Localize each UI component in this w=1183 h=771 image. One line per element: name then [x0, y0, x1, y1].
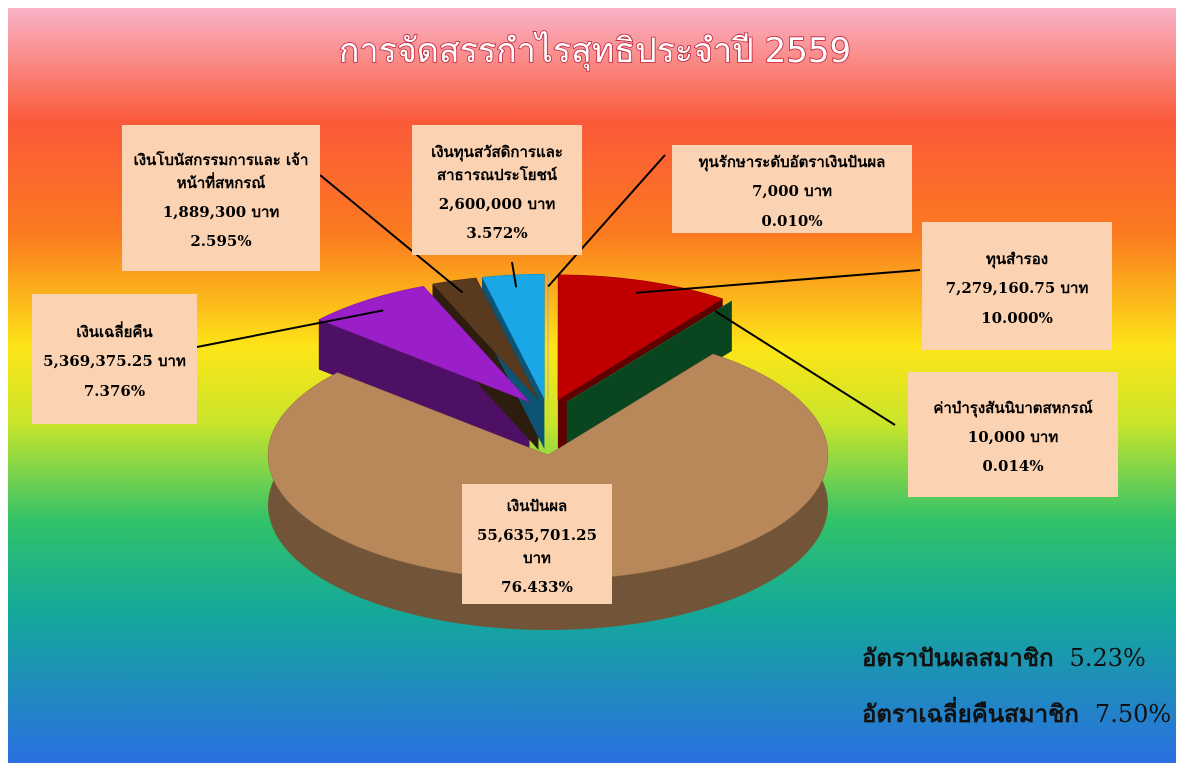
annotation: อัตราปันผลสมาชิก 5.23%	[862, 638, 1146, 677]
slice	[318, 285, 530, 403]
label-percent: 7.376%	[83, 381, 146, 400]
label-amount: 5,369,375.25 บาท	[43, 352, 186, 371]
data-label: เงินทุนสวัสดิการและ สาธารณประโยชน์ 2,600,…	[412, 125, 582, 255]
label-name: เงินโบนัสกรรมการและ เจ้าหน้าที่สหกรณ์	[133, 150, 309, 192]
slice	[432, 277, 539, 400]
slice	[557, 274, 724, 401]
label-amount: 7,279,160.75 บาท	[945, 279, 1089, 298]
label-amount: 2,600,000 บาท	[438, 195, 556, 213]
chart-title: การจัดสรรกำไรสุทธิประจำปี 2559	[339, 31, 851, 71]
label-percent: 2.595%	[190, 232, 252, 251]
label-amount: 1,889,300 บาท	[162, 203, 280, 221]
slice-face	[318, 319, 530, 452]
leader-line	[319, 174, 464, 294]
slice-face	[566, 301, 732, 453]
label-amount: 55,635,701.25 บาท	[476, 525, 598, 567]
label-name: เงินทุนสวัสดิการและ สาธารณประโยชน์	[431, 142, 563, 184]
label-name: ทุนสำรอง	[985, 250, 1049, 269]
data-label: เงินปันผล 55,635,701.25 บาท 76.433%	[462, 484, 612, 604]
label-name: เงินปันผล	[506, 496, 568, 515]
leader-line	[547, 154, 666, 288]
data-label: เงินเฉลี่ยคืน 5,369,375.25 บาท 7.376%	[32, 294, 197, 424]
leader-line	[714, 310, 896, 426]
slice	[566, 300, 733, 403]
data-label: ทุนสำรอง 7,279,160.75 บาท 10.000%	[922, 222, 1112, 350]
leader-line	[196, 309, 384, 348]
label-amount: 7,000 บาท	[751, 182, 833, 201]
slice	[481, 273, 545, 400]
label-percent: 0.014%	[982, 457, 1044, 476]
data-label: ค่าบำรุงสันนิบาตสหกรณ์ 10,000 บาท 0.014%	[908, 372, 1118, 497]
label-percent: 3.572%	[466, 224, 528, 243]
leader-line	[511, 261, 518, 288]
label-percent: 0.010%	[761, 211, 823, 230]
annotation-label: อัตราเฉลี่ยคืนสมาชิก	[862, 699, 1079, 728]
label-name: เงินเฉลี่ยคืน	[76, 323, 153, 342]
data-label: ทุนรักษาระดับอัตราเงินปันผล 7,000 บาท 0.01…	[672, 145, 912, 233]
label-percent: 10.000%	[981, 308, 1053, 327]
data-label: เงินโบนัสกรรมการและ เจ้าหน้าที่สหกรณ์ 1,8…	[122, 125, 320, 271]
label-percent: 76.433%	[501, 578, 573, 597]
annotation-value: 7.50%	[1094, 700, 1172, 728]
annotation-label: อัตราปันผลสมาชิก	[862, 643, 1054, 672]
label-amount: 10,000 บาท	[967, 427, 1059, 446]
annotation: อัตราเฉลี่ยคืนสมาชิก 7.50%	[862, 694, 1171, 733]
leader-line	[635, 269, 921, 294]
annotation-value: 5.23%	[1069, 644, 1146, 672]
label-name: ค่าบำรุงสันนิบาตสหกรณ์	[933, 398, 1093, 417]
label-name: ทุนรักษาระดับอัตราเงินปันผล	[698, 153, 886, 172]
